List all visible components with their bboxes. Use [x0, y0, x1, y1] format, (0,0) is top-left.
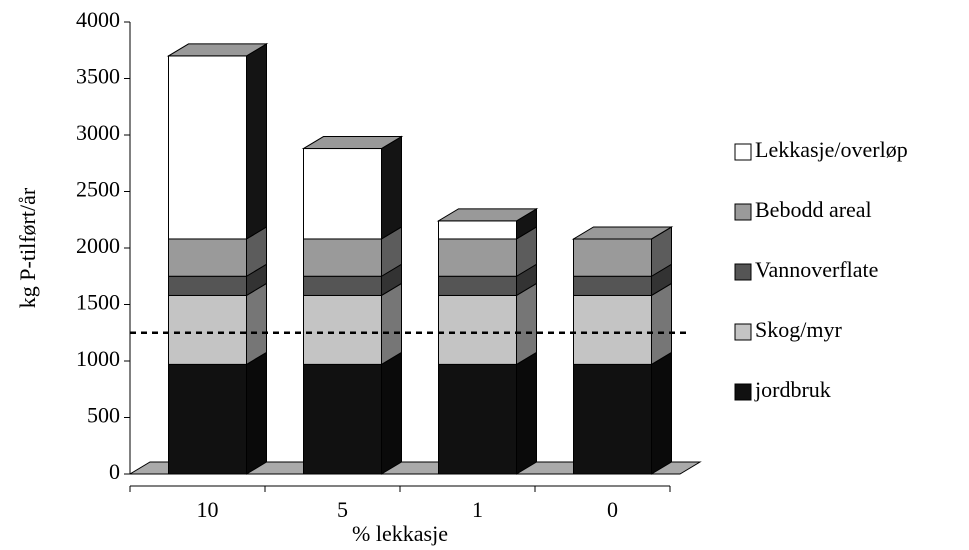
- x-tick-label: 1: [472, 497, 483, 522]
- bar-side: [651, 351, 672, 475]
- y-axis-label: kg P-tilført/år: [15, 187, 40, 308]
- x-axis-label: % lekkasje: [352, 521, 448, 546]
- y-tick-label: 3000: [76, 120, 120, 145]
- bar-segment: [573, 294, 652, 365]
- y-tick-label: 3500: [76, 64, 120, 89]
- bar-segment: [303, 363, 382, 475]
- bar-side: [381, 282, 402, 366]
- bar-segment: [573, 238, 652, 277]
- y-tick-label: 0: [109, 459, 120, 484]
- legend-swatch: [734, 323, 752, 341]
- bar-segment: [168, 275, 247, 296]
- x-tick-label: 10: [197, 497, 219, 522]
- bar-segment: [573, 363, 652, 475]
- bar-side: [381, 135, 402, 240]
- bar-segment: [438, 363, 517, 475]
- bar-side: [516, 282, 537, 366]
- y-tick-label: 1500: [76, 290, 120, 315]
- bar-top: [571, 226, 674, 240]
- bar-segment: [168, 55, 247, 240]
- legend-label: Vannoverflate: [755, 257, 878, 282]
- bar-top: [166, 43, 269, 57]
- bar-side: [246, 282, 267, 366]
- bar-top: [301, 136, 404, 150]
- legend-label: Skog/myr: [755, 317, 842, 342]
- bar-side: [651, 282, 672, 366]
- bar-segment: [168, 238, 247, 277]
- bar-side: [381, 351, 402, 475]
- bar-segment: [438, 220, 517, 240]
- y-tick-label: 500: [87, 403, 120, 428]
- bar-segment: [573, 275, 652, 296]
- legend-swatch: [734, 143, 752, 161]
- bar-segment: [303, 275, 382, 296]
- legend-swatch: [734, 203, 752, 221]
- legend-label: Bebodd areal: [755, 197, 872, 222]
- bar-segment: [438, 294, 517, 365]
- legend-label: jordbruk: [754, 377, 831, 402]
- legend-label: Lekkasje/overløp: [755, 137, 908, 162]
- bar-top: [436, 208, 539, 222]
- bar-side: [246, 43, 267, 240]
- bar-side: [516, 351, 537, 475]
- x-tick-label: 0: [607, 497, 618, 522]
- x-tick-label: 5: [337, 497, 348, 522]
- bar-segment: [168, 294, 247, 365]
- y-tick-label: 2000: [76, 233, 120, 258]
- bar-segment: [303, 294, 382, 365]
- y-tick-label: 4000: [76, 7, 120, 32]
- bar-side: [246, 351, 267, 475]
- legend-swatch: [734, 263, 752, 281]
- y-tick-label: 1000: [76, 346, 120, 371]
- bar-segment: [303, 148, 382, 240]
- bar-segment: [168, 363, 247, 475]
- bar-segment: [438, 275, 517, 296]
- bar-segment: [303, 238, 382, 277]
- bar-segment: [438, 238, 517, 277]
- legend-swatch: [734, 383, 752, 401]
- y-tick-label: 2500: [76, 177, 120, 202]
